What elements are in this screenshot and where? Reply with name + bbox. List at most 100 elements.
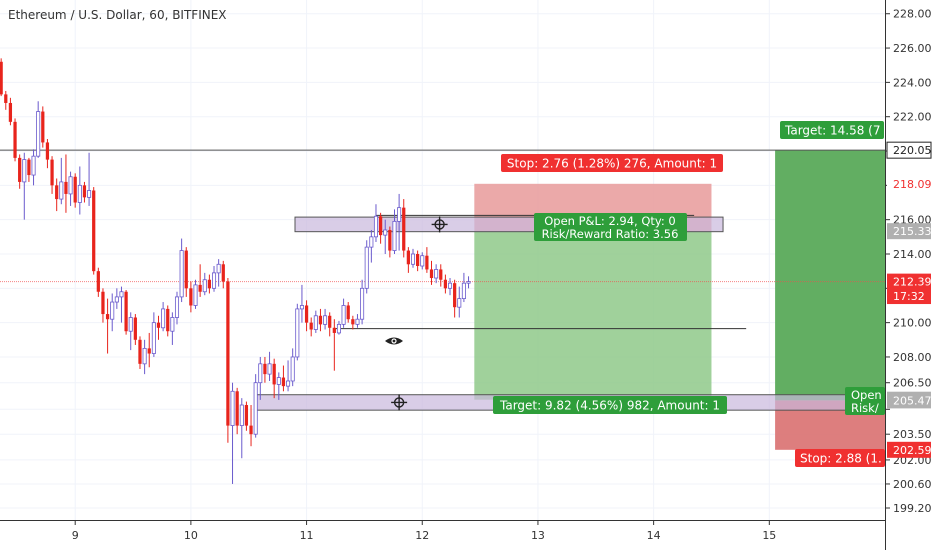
candle-body: [156, 322, 161, 328]
candle-body: [211, 272, 217, 289]
candle-body: [429, 269, 434, 279]
price-tag-text: 215.33: [893, 225, 932, 238]
x-tick-label: 12: [415, 529, 429, 542]
target-right-label-text: Target: 14.58 (7: [784, 124, 880, 138]
position-labels: Stop: 2.76 (1.28%) 276, Amount: 1 Open P&…: [493, 121, 885, 467]
stop-right-label: Stop: 2.88 (1.: [795, 449, 885, 467]
candle-body: [286, 380, 291, 387]
candle-body: [336, 323, 341, 334]
price-tag-text: 218.09: [893, 178, 932, 191]
candle-body: [281, 377, 286, 387]
open-right-bg: [845, 387, 885, 415]
candle-body: [31, 155, 36, 176]
candle-body: [27, 159, 31, 176]
price-tag-bg: [887, 392, 931, 409]
chart-title: Ethereum / U.S. Dollar, 60, BITFINEX: [8, 8, 227, 22]
y-tick-label: 214.00: [893, 248, 932, 261]
candle-body: [258, 363, 263, 384]
rr-text: Risk/Reward Ratio: 3.56: [542, 227, 679, 241]
candle-body: [466, 281, 471, 284]
candle-body: [443, 279, 448, 289]
y-tick-label: 203.50: [893, 428, 932, 441]
target-right-label: Target: 14.58 (7: [780, 121, 884, 139]
y-tick-label: 206.50: [893, 377, 932, 390]
candle-body: [161, 308, 166, 329]
candle-body: [272, 363, 276, 385]
candle-body: [105, 314, 110, 320]
candle-body: [184, 250, 188, 289]
stop-label-text: Stop: 2.76 (1.28%) 276, Amount: 1: [507, 157, 717, 171]
candle-body: [235, 391, 239, 426]
x-tick-label: 14: [647, 529, 661, 542]
candle-body: [364, 246, 369, 289]
candle-body: [0, 61, 3, 95]
x-tick-label: 11: [300, 529, 314, 542]
candle-body: [239, 404, 244, 427]
candle-body: [346, 305, 350, 320]
y-tick-label: 200.60: [893, 478, 932, 491]
x-tick-label: 15: [762, 529, 776, 542]
candle-body: [378, 216, 383, 236]
stop-label: Stop: 2.76 (1.28%) 276, Amount: 1: [501, 154, 723, 172]
candle-body: [420, 255, 425, 267]
candle-body: [133, 317, 137, 340]
candle-body: [13, 121, 17, 158]
price-tag: 218.09: [887, 175, 932, 192]
target-right-label-bg: [780, 121, 884, 139]
price-tag-text: 220.05: [893, 144, 932, 157]
candle-body: [369, 236, 374, 248]
candle-body: [170, 317, 175, 332]
candle-body: [249, 425, 253, 435]
candle-body: [202, 279, 207, 293]
candle-body: [73, 176, 77, 203]
candle-body: [439, 269, 443, 280]
candle-body: [392, 220, 397, 251]
price-tag: 212.39: [887, 273, 932, 290]
candle-body: [174, 296, 180, 318]
price-tag: 215.33: [887, 223, 932, 240]
candle-body: [124, 291, 128, 332]
candle-body: [147, 348, 151, 354]
candle-body: [406, 250, 410, 265]
y-tick-label: 226.00: [893, 42, 932, 55]
candle-body: [114, 296, 119, 303]
candle-body: [216, 263, 221, 274]
candle-body: [198, 284, 202, 292]
eye-icon[interactable]: [385, 337, 403, 345]
candle-body: [263, 363, 267, 375]
candle-body: [332, 327, 336, 333]
candle-body: [351, 319, 355, 325]
candle-body: [388, 229, 392, 251]
candle-body: [323, 315, 328, 325]
price-tag-text: 17:32: [893, 290, 925, 303]
candle-body: [295, 308, 300, 358]
candle-body: [101, 291, 105, 315]
x-tick-label: 10: [184, 529, 198, 542]
candle-body: [416, 253, 420, 267]
price-tag-bg: [887, 288, 931, 305]
candle-body: [402, 207, 406, 251]
candle-body: [276, 377, 281, 385]
candle-body: [82, 185, 87, 198]
y-tick-label: 210.00: [893, 317, 932, 330]
candle-body: [59, 181, 64, 200]
candles: [0, 58, 471, 484]
candle-body: [77, 184, 82, 203]
candle-body: [457, 298, 462, 308]
price-tag-text: 212.39: [893, 276, 932, 289]
price-tag: 205.47: [887, 392, 932, 409]
price-tag-text: 205.47: [893, 394, 932, 407]
candle-body: [318, 315, 323, 325]
candle-body: [87, 190, 92, 198]
candle-body: [299, 305, 304, 310]
y-tick-label: 199.20: [893, 502, 932, 515]
candle-body: [179, 250, 184, 298]
candle-body: [447, 282, 453, 289]
target-label-bg: [493, 396, 727, 414]
price-tag-bg: [887, 441, 931, 458]
candle-body: [304, 305, 309, 323]
candle-body: [360, 287, 365, 320]
price-tag-text: 202.59: [893, 444, 932, 457]
candle-body: [341, 305, 346, 325]
